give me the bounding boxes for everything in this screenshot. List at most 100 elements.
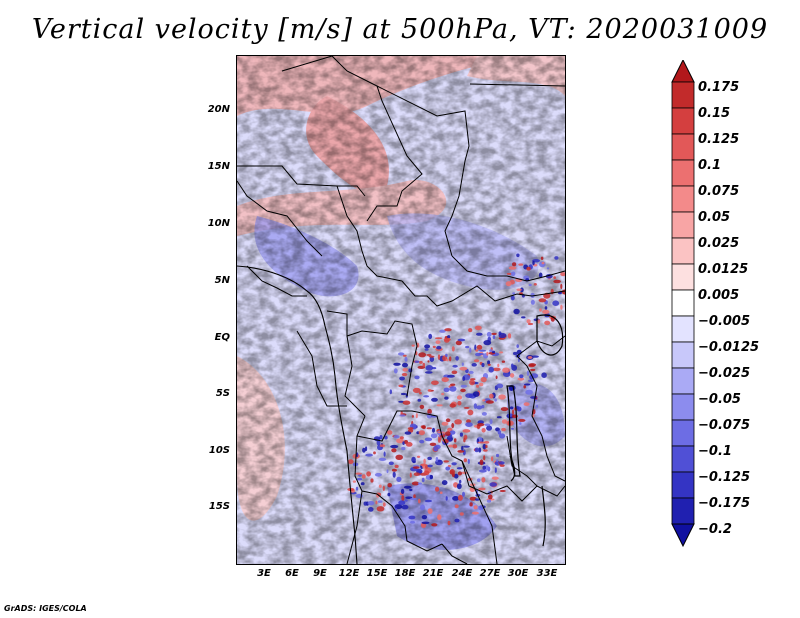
convective-cell bbox=[454, 504, 459, 509]
convective-cell bbox=[554, 256, 559, 260]
colorbar-label: −0.025 bbox=[698, 366, 751, 381]
convective-cell bbox=[465, 422, 473, 427]
convective-cell bbox=[427, 508, 433, 514]
convective-cell bbox=[423, 470, 430, 476]
colorbar-label: −0.2 bbox=[698, 522, 732, 537]
convective-cell bbox=[420, 504, 425, 511]
convective-cell bbox=[459, 432, 463, 437]
convective-cell bbox=[394, 504, 403, 510]
colorbar-label: 0.1 bbox=[698, 158, 722, 173]
colorbar-swatch bbox=[671, 211, 695, 239]
convective-cell bbox=[424, 344, 431, 349]
convective-cell bbox=[386, 469, 389, 474]
convective-cell bbox=[476, 344, 483, 350]
convective-cell bbox=[421, 425, 426, 430]
convective-cell bbox=[512, 292, 516, 295]
convective-cell bbox=[478, 447, 482, 453]
convective-cell bbox=[434, 337, 443, 340]
convective-cell bbox=[378, 457, 387, 461]
convective-cell bbox=[399, 414, 406, 417]
convective-cell bbox=[376, 439, 381, 446]
convective-cell bbox=[418, 498, 421, 504]
colorbar-swatch bbox=[671, 133, 695, 161]
convective-cell bbox=[391, 468, 397, 472]
convective-cell bbox=[399, 436, 404, 440]
convective-cell bbox=[393, 362, 401, 366]
convective-cell bbox=[419, 439, 425, 444]
convective-cell bbox=[405, 496, 413, 500]
convective-cell bbox=[526, 319, 531, 324]
convective-cell bbox=[414, 360, 420, 363]
convective-cell bbox=[456, 467, 463, 470]
convective-cell bbox=[426, 353, 432, 357]
convective-cell bbox=[463, 437, 466, 443]
convective-cells bbox=[347, 253, 565, 528]
coastline bbox=[237, 265, 358, 564]
convective-cell bbox=[441, 377, 449, 383]
convective-cell bbox=[388, 461, 394, 466]
convective-cell bbox=[421, 477, 425, 483]
lat-label: 20N bbox=[207, 104, 230, 115]
convective-cell bbox=[495, 375, 498, 380]
convective-cell bbox=[401, 504, 409, 510]
colorbar-label: −0.005 bbox=[698, 314, 751, 329]
convective-cell bbox=[443, 337, 451, 342]
convective-cell bbox=[390, 444, 399, 449]
convective-cell bbox=[491, 476, 499, 480]
convective-cell bbox=[362, 447, 366, 453]
convective-cell bbox=[481, 412, 487, 416]
convective-cell bbox=[413, 466, 420, 469]
convective-cell bbox=[468, 370, 474, 374]
convective-cell bbox=[419, 391, 422, 395]
convective-cell bbox=[501, 427, 506, 432]
colorbar-label: 0.05 bbox=[698, 210, 731, 225]
convective-cell bbox=[496, 416, 502, 419]
convective-cell bbox=[487, 360, 491, 365]
convective-cell bbox=[536, 404, 538, 408]
convective-cell bbox=[399, 376, 405, 381]
convective-cell bbox=[421, 515, 428, 520]
convective-cell bbox=[490, 456, 494, 462]
convective-cell bbox=[499, 489, 506, 493]
convective-cell bbox=[544, 320, 551, 326]
convective-cell bbox=[479, 459, 484, 466]
convective-cell bbox=[527, 322, 534, 326]
convective-cell bbox=[427, 408, 432, 415]
convective-cell bbox=[479, 382, 484, 387]
convective-cell bbox=[475, 498, 480, 501]
convective-cell bbox=[424, 437, 433, 442]
convective-cell bbox=[418, 430, 425, 436]
convective-cell bbox=[471, 511, 479, 515]
convective-cell bbox=[501, 360, 506, 363]
convective-cell bbox=[541, 372, 547, 379]
lat-label: EQ bbox=[214, 332, 230, 343]
convective-cell bbox=[507, 333, 512, 339]
convective-cell bbox=[494, 467, 497, 474]
convective-cell bbox=[426, 427, 432, 430]
convective-cell bbox=[401, 446, 406, 451]
convective-cell bbox=[455, 340, 462, 346]
convective-cell bbox=[488, 366, 494, 373]
convective-cell bbox=[459, 479, 462, 484]
convective-cell bbox=[441, 421, 449, 426]
convective-cell bbox=[447, 335, 451, 339]
colorbar-top-triangle bbox=[671, 60, 695, 83]
convective-cell bbox=[489, 482, 497, 487]
convective-cell bbox=[352, 480, 356, 483]
convective-cell bbox=[402, 368, 408, 372]
convective-cell bbox=[445, 496, 448, 501]
convective-cell bbox=[466, 419, 471, 424]
convective-cell bbox=[453, 473, 459, 479]
convective-cell bbox=[498, 332, 507, 339]
convective-cell bbox=[502, 367, 510, 373]
convective-cell bbox=[415, 413, 418, 419]
convective-cell bbox=[467, 409, 474, 416]
convective-cell bbox=[516, 288, 522, 292]
convective-cell bbox=[511, 409, 515, 416]
convective-cell bbox=[404, 431, 412, 435]
convective-cell bbox=[473, 359, 480, 363]
colorbar-swatch bbox=[671, 185, 695, 213]
convective-cell bbox=[492, 335, 496, 340]
convective-cell bbox=[483, 340, 492, 346]
convective-cell bbox=[441, 392, 445, 396]
